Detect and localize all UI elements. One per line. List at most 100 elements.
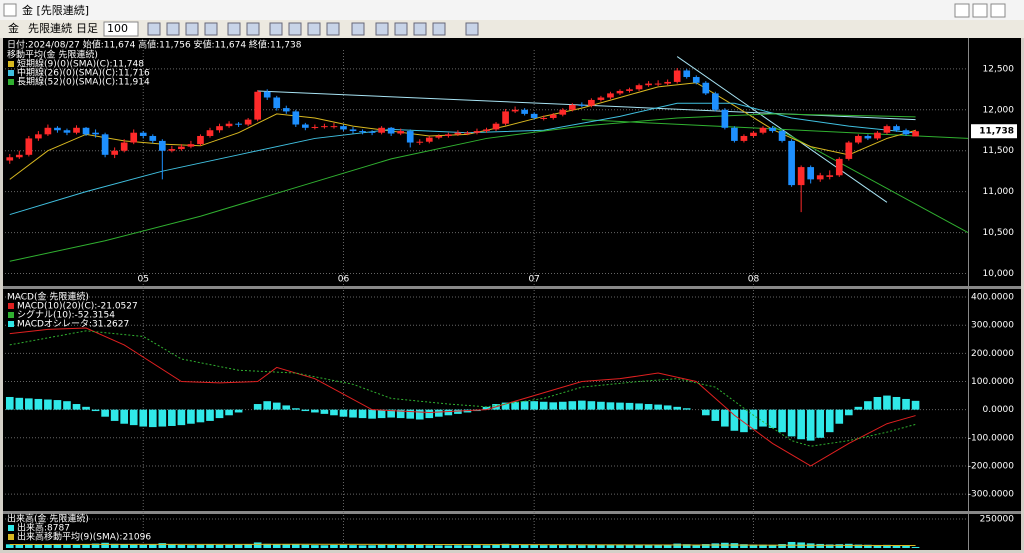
series-line	[9, 327, 916, 467]
bar	[835, 409, 844, 424]
tool-icon[interactable]	[204, 22, 218, 36]
tool-icon[interactable]	[465, 22, 479, 36]
bar	[91, 543, 100, 548]
candle-body	[635, 85, 643, 90]
symbol[interactable]: 金	[8, 21, 19, 35]
candle-body	[597, 97, 605, 100]
y-tick-label: -100.0000	[968, 433, 1014, 443]
bar	[15, 397, 24, 410]
candle-body	[530, 113, 538, 118]
bar	[387, 409, 395, 418]
count-box[interactable]	[103, 21, 139, 37]
candle-body	[511, 109, 519, 112]
bar	[291, 544, 300, 548]
bar	[854, 544, 863, 548]
bar	[320, 545, 329, 548]
legend-entry: 出来高移動平均(9)(SMA):21096	[17, 531, 151, 543]
maximize[interactable]	[972, 3, 988, 18]
candle-body	[902, 130, 910, 135]
bar	[272, 402, 281, 410]
bar	[44, 399, 52, 410]
bar	[644, 544, 653, 548]
bar	[282, 405, 291, 410]
bar	[558, 544, 567, 548]
count[interactable]: 100	[107, 22, 128, 35]
tool-icon[interactable]	[432, 22, 446, 36]
bar	[82, 406, 90, 410]
bar	[110, 543, 119, 548]
candle-body	[378, 127, 385, 133]
candle-body	[454, 132, 462, 135]
tool-icon[interactable]	[269, 22, 283, 36]
tool-icon[interactable]	[351, 22, 365, 36]
contract[interactable]: 先限連続	[28, 21, 72, 35]
candle-body	[731, 127, 738, 141]
legend-swatch	[8, 303, 14, 309]
bar	[749, 409, 758, 430]
legend-title: 出来高(金 先限連続)	[7, 513, 89, 525]
bar	[330, 544, 338, 548]
close[interactable]	[990, 3, 1006, 18]
candle-body	[874, 132, 881, 139]
tool-icon[interactable]	[413, 22, 427, 36]
candle-body	[349, 129, 357, 132]
bar	[825, 544, 834, 548]
bar	[578, 545, 586, 548]
candle-body	[425, 137, 433, 142]
candle-body	[397, 131, 405, 134]
bar	[873, 544, 882, 548]
tool-icon[interactable]	[288, 22, 302, 36]
bar	[234, 409, 243, 413]
bar	[625, 544, 634, 548]
tool-icon[interactable]	[185, 22, 199, 36]
tool-icon[interactable]	[394, 22, 408, 36]
bar	[425, 545, 434, 548]
bar	[368, 409, 376, 419]
bar	[501, 402, 510, 410]
bar	[482, 406, 491, 410]
period[interactable]: 日足	[76, 22, 98, 35]
minimize[interactable]	[954, 3, 970, 18]
bar	[187, 409, 195, 424]
bar	[701, 409, 710, 416]
candle-body	[197, 135, 204, 145]
tool-icon[interactable]	[307, 22, 321, 36]
bar	[120, 409, 128, 424]
bar	[206, 544, 214, 548]
bar	[120, 544, 128, 548]
legend-swatch	[8, 525, 14, 531]
bar	[587, 544, 596, 548]
tool-icon[interactable]	[246, 22, 260, 36]
bar	[168, 409, 176, 426]
bar	[454, 409, 462, 414]
bar	[825, 409, 834, 433]
candle-body	[6, 157, 14, 161]
bar	[53, 400, 62, 410]
tool-icon[interactable]	[166, 22, 180, 36]
tool-icon[interactable]	[326, 22, 340, 36]
y-tick-label: -200.0000	[968, 461, 1014, 471]
bar	[158, 543, 167, 548]
bar	[339, 544, 348, 548]
bar	[892, 545, 901, 548]
candle-body	[330, 126, 338, 128]
candle-body	[483, 129, 490, 132]
bar	[749, 544, 758, 548]
legend-entry: 中期線(26)(0)(SMA)(C):11,716	[17, 67, 150, 79]
bar	[740, 544, 748, 548]
candle-body	[15, 154, 23, 158]
bar	[682, 544, 691, 548]
bar	[520, 544, 529, 548]
legend-entry: シグナル(10):-52.3154	[17, 309, 115, 321]
tool-icon[interactable]	[227, 22, 241, 36]
tool-icon[interactable]	[147, 22, 161, 36]
bar	[806, 409, 815, 441]
bar	[215, 409, 224, 419]
series-line	[9, 102, 916, 216]
bar	[597, 401, 605, 410]
tool-icon[interactable]	[375, 22, 389, 36]
candle-body	[673, 70, 681, 82]
candle-body	[206, 130, 214, 136]
candle-body	[101, 134, 109, 155]
bar	[311, 545, 319, 548]
